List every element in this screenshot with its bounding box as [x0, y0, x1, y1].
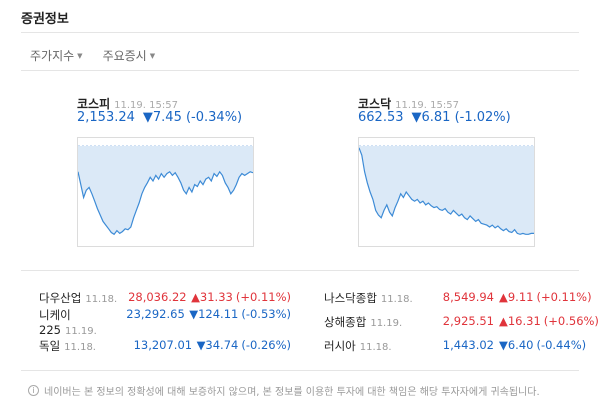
- market-value: 1,443.02: [442, 338, 494, 352]
- info-icon: i: [28, 385, 39, 396]
- divider-markets: [21, 270, 579, 271]
- market-date: 11.18.: [359, 342, 392, 353]
- index-change: ▼7.45: [142, 110, 182, 125]
- series-line: [358, 147, 534, 235]
- divider-top: [21, 32, 579, 33]
- market-percent: (+0.11%): [536, 290, 592, 304]
- market-row[interactable]: 니케이225 11.19. 23,292.65 ▼124.11 (-0.53%) …: [39, 307, 599, 337]
- market-value: 8,549.94: [442, 290, 494, 304]
- market-value: 2,925.51: [442, 314, 494, 328]
- market-percent: (-0.44%): [536, 338, 587, 352]
- market-percent: (-0.26%): [241, 338, 291, 352]
- market-row[interactable]: 다우산업 11.18. 28,036.22 ▲31.33 (+0.11%) 나스닥…: [39, 286, 592, 310]
- index-value: 2,153.24: [77, 110, 135, 125]
- tab-bar: 주가지수 ▼ 주요증시 ▼: [30, 47, 155, 64]
- tab-major-markets[interactable]: 주요증시 ▼: [103, 47, 156, 64]
- kosdaq-chart[interactable]: [358, 137, 535, 247]
- market-change: ▼6.40: [499, 338, 534, 352]
- market-name: 니케이225: [39, 308, 71, 337]
- divider-bottom: [21, 370, 579, 371]
- market-name: 다우산업: [39, 291, 82, 305]
- market-date: 11.19.: [64, 326, 97, 337]
- market-percent: (-0.53%): [241, 307, 291, 321]
- market-value: 13,207.01: [133, 338, 193, 352]
- index-value: 662.53: [358, 110, 404, 125]
- market-value: 23,292.65: [126, 307, 185, 321]
- market-change: ▲31.33: [191, 290, 233, 304]
- kospi-header: 코스피 11.19. 15:57: [77, 93, 178, 112]
- kospi-value-row: 2,153.24 ▼7.45 (-0.34%): [77, 110, 242, 125]
- chevron-down-icon: ▼: [149, 51, 156, 60]
- section-title: 증권정보: [21, 12, 69, 27]
- market-name: 독일: [39, 339, 61, 353]
- market-percent: (+0.56%): [543, 314, 599, 328]
- index-percent: (-0.34%): [185, 110, 243, 125]
- market-change: ▲16.31: [499, 314, 541, 328]
- market-name: 나스닥종합: [324, 291, 377, 305]
- area-fill: [78, 146, 253, 235]
- market-date: 11.18.: [85, 294, 118, 305]
- market-change: ▼34.74: [196, 338, 239, 352]
- tab-label: 주가지수: [30, 49, 75, 63]
- market-value: 28,036.22: [128, 290, 187, 304]
- disclaimer-text: 네이버는 본 정보의 정확성에 대해 보증하지 않으며, 본 정보를 이용한 투…: [44, 387, 540, 398]
- market-date: 11.18.: [64, 342, 96, 353]
- tab-stock-index[interactable]: 주가지수 ▼: [30, 47, 83, 64]
- index-name: 코스닥: [358, 97, 392, 111]
- index-percent: (-1.02%): [454, 110, 511, 125]
- index-name: 코스피: [77, 97, 111, 111]
- chevron-down-icon: ▼: [77, 51, 83, 60]
- index-change: ▼6.81: [411, 110, 451, 125]
- market-name: 러시아: [324, 339, 356, 353]
- market-percent: (+0.11%): [235, 290, 291, 304]
- market-change: ▲9.11: [499, 290, 534, 304]
- disclaimer: i 네이버는 본 정보의 정확성에 대해 보증하지 않으며, 본 정보를 이용한…: [28, 383, 540, 398]
- kosdaq-header: 코스닥 11.19. 15:57: [358, 93, 459, 112]
- area-fill: [359, 146, 534, 235]
- market-date: 11.18.: [380, 294, 413, 305]
- kosdaq-line-chart: [358, 145, 534, 235]
- index-time: 11.19. 15:57: [395, 100, 459, 111]
- divider-tabs: [21, 70, 579, 71]
- market-table: 다우산업 11.18. 28,036.22 ▲31.33 (+0.11%) 나스닥…: [39, 286, 599, 358]
- index-time: 11.19. 15:57: [114, 100, 178, 111]
- series-line: [77, 170, 254, 236]
- market-change: ▼124.11: [189, 307, 239, 321]
- kosdaq-value-row: 662.53 ▼6.81 (-1.02%): [358, 110, 511, 125]
- kospi-chart[interactable]: [77, 137, 254, 247]
- tab-label: 주요증시: [102, 49, 147, 63]
- kospi-line-chart: [77, 145, 254, 236]
- market-row[interactable]: 독일 11.18. 13,207.01 ▼34.74 (-0.26%) 러시아 11…: [39, 334, 586, 358]
- market-date: 11.19.: [370, 318, 403, 329]
- market-name: 상해종합: [324, 315, 367, 329]
